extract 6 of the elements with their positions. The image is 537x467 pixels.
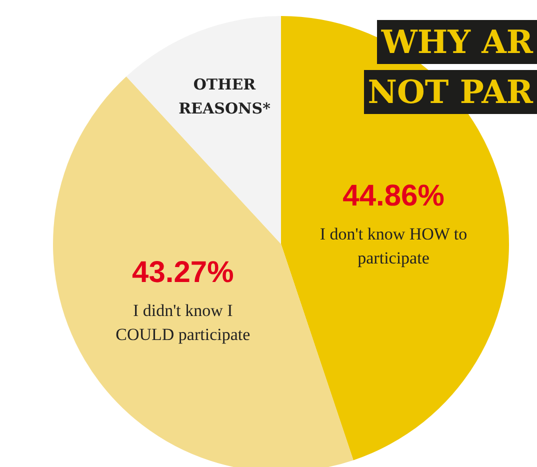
data-label: 44.86% — [342, 180, 444, 213]
slice-label: OTHER REASONS* — [178, 76, 271, 118]
slice-label: I didn't know I COULD participate — [116, 301, 250, 344]
data-label: 43.27% — [132, 256, 234, 290]
slice-label: I don't know HOW to participate — [320, 224, 468, 268]
text: WHY AR NOT PAR — [366, 22, 534, 113]
